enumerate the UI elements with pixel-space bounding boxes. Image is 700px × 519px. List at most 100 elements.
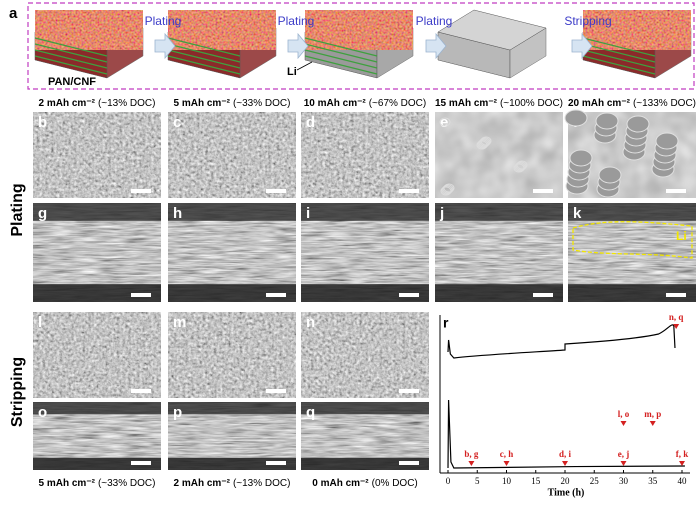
sem-band bbox=[33, 203, 161, 221]
doc: (~33% DOC) bbox=[98, 478, 156, 489]
panel-label: l bbox=[38, 314, 42, 331]
block-layer bbox=[582, 55, 656, 75]
scale-bar bbox=[131, 389, 151, 393]
sem-band bbox=[435, 284, 563, 302]
block-layer bbox=[167, 43, 241, 63]
sem-blob bbox=[479, 137, 491, 147]
block-layer bbox=[34, 37, 108, 57]
sem-blob bbox=[569, 149, 593, 167]
panel-label: i bbox=[306, 205, 310, 222]
block-layer bbox=[34, 43, 108, 63]
li-label: Li bbox=[287, 66, 297, 78]
sem-blob bbox=[442, 184, 454, 194]
panel-label: d bbox=[306, 114, 315, 131]
panel-label: r bbox=[443, 315, 449, 331]
doc: (~13% DOC) bbox=[98, 98, 156, 109]
capacity-header: 0 mAh cm⁻² (0% DOC) bbox=[312, 478, 418, 489]
sem-blob bbox=[478, 138, 490, 148]
sem-band bbox=[301, 457, 429, 470]
block-layer bbox=[167, 37, 241, 57]
scale-bar bbox=[399, 189, 419, 193]
scale-bar bbox=[266, 389, 286, 393]
sem-band bbox=[168, 457, 296, 470]
sem-blob bbox=[480, 136, 492, 146]
sem-image bbox=[168, 312, 296, 398]
block-layer bbox=[167, 49, 241, 69]
sem-band bbox=[33, 457, 161, 470]
step-label: Plating bbox=[278, 14, 315, 28]
voltage-curve bbox=[447, 324, 676, 359]
annotation-marker bbox=[468, 461, 475, 466]
annotation-marker bbox=[649, 421, 656, 426]
doc: (~100% DOC) bbox=[500, 98, 563, 109]
block-top bbox=[582, 9, 692, 51]
sem-blob bbox=[595, 112, 619, 130]
sem-blob bbox=[598, 166, 622, 184]
scale-bar bbox=[533, 293, 553, 297]
doc: (~13% DOC) bbox=[233, 478, 291, 489]
step-arrow bbox=[571, 32, 593, 60]
block-layer bbox=[34, 49, 108, 69]
panel-label: a bbox=[9, 5, 18, 22]
sem-band bbox=[301, 402, 429, 415]
scale-bar bbox=[266, 189, 286, 193]
sem-blob bbox=[513, 163, 525, 173]
sem-image bbox=[301, 112, 429, 198]
doc: (0% DOC) bbox=[372, 478, 418, 489]
sem-band bbox=[168, 284, 296, 302]
substrate-label: PAN/CNF bbox=[48, 76, 96, 88]
sem-image bbox=[301, 312, 429, 398]
panel-label: m bbox=[173, 314, 186, 331]
x-tick-label: 25 bbox=[590, 476, 600, 486]
x-tick-label: 10 bbox=[502, 476, 512, 486]
row-label: Plating bbox=[9, 183, 26, 236]
li-pointer bbox=[296, 61, 313, 71]
sem-blob bbox=[564, 109, 588, 127]
annotation-marker bbox=[620, 461, 627, 466]
annotation: c, h bbox=[500, 449, 514, 459]
annotation-marker bbox=[673, 324, 680, 329]
capacity: 20 mAh cm⁻² bbox=[568, 98, 631, 109]
capacity: 10 mAh cm⁻² bbox=[304, 98, 367, 109]
scale-bar bbox=[666, 293, 686, 297]
capacity: 5 mAh cm⁻² bbox=[174, 98, 231, 109]
x-tick-label: 20 bbox=[561, 476, 571, 486]
annotation: n, q bbox=[669, 312, 684, 322]
sem-blob bbox=[440, 186, 452, 196]
capacity: 0 mAh cm⁻² bbox=[312, 478, 369, 489]
sem-band bbox=[33, 402, 161, 415]
step-arrow bbox=[425, 32, 447, 60]
capacity: 2 mAh cm⁻² bbox=[174, 478, 231, 489]
scale-bar bbox=[131, 461, 151, 465]
voltage-curve bbox=[447, 399, 685, 469]
step-label: Plating bbox=[416, 14, 453, 28]
annotation: d, i bbox=[559, 449, 572, 459]
scale-bar bbox=[533, 189, 553, 193]
step-arrow bbox=[154, 32, 176, 60]
capacity: 5 mAh cm⁻² bbox=[39, 478, 96, 489]
li-label: Li bbox=[676, 229, 687, 243]
annotation-marker bbox=[620, 421, 627, 426]
panel-label: k bbox=[573, 205, 582, 222]
scale-bar bbox=[666, 189, 686, 193]
scale-bar bbox=[399, 461, 419, 465]
capacity: 15 mAh cm⁻² bbox=[435, 98, 498, 109]
sem-blob bbox=[441, 185, 453, 195]
sem-image bbox=[435, 112, 563, 198]
sem-band bbox=[568, 203, 696, 221]
panel-label: e bbox=[440, 114, 448, 131]
scale-bar bbox=[399, 389, 419, 393]
schematic-frame bbox=[27, 2, 695, 90]
annotation-marker bbox=[503, 461, 510, 466]
sem-blob bbox=[516, 160, 528, 170]
sem-blob bbox=[655, 132, 679, 150]
capacity-header: 2 mAh cm⁻² (~13% DOC) bbox=[174, 478, 291, 489]
li-outline bbox=[572, 221, 693, 259]
block-layer bbox=[167, 55, 241, 75]
sem-band bbox=[435, 203, 563, 221]
annotation: e, j bbox=[618, 449, 630, 459]
panel-label: g bbox=[38, 205, 47, 222]
scale-bar bbox=[266, 293, 286, 297]
sem-band bbox=[168, 402, 296, 415]
block-top bbox=[34, 9, 144, 51]
